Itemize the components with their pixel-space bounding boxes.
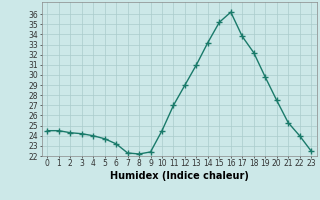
X-axis label: Humidex (Indice chaleur): Humidex (Indice chaleur) [110, 171, 249, 181]
